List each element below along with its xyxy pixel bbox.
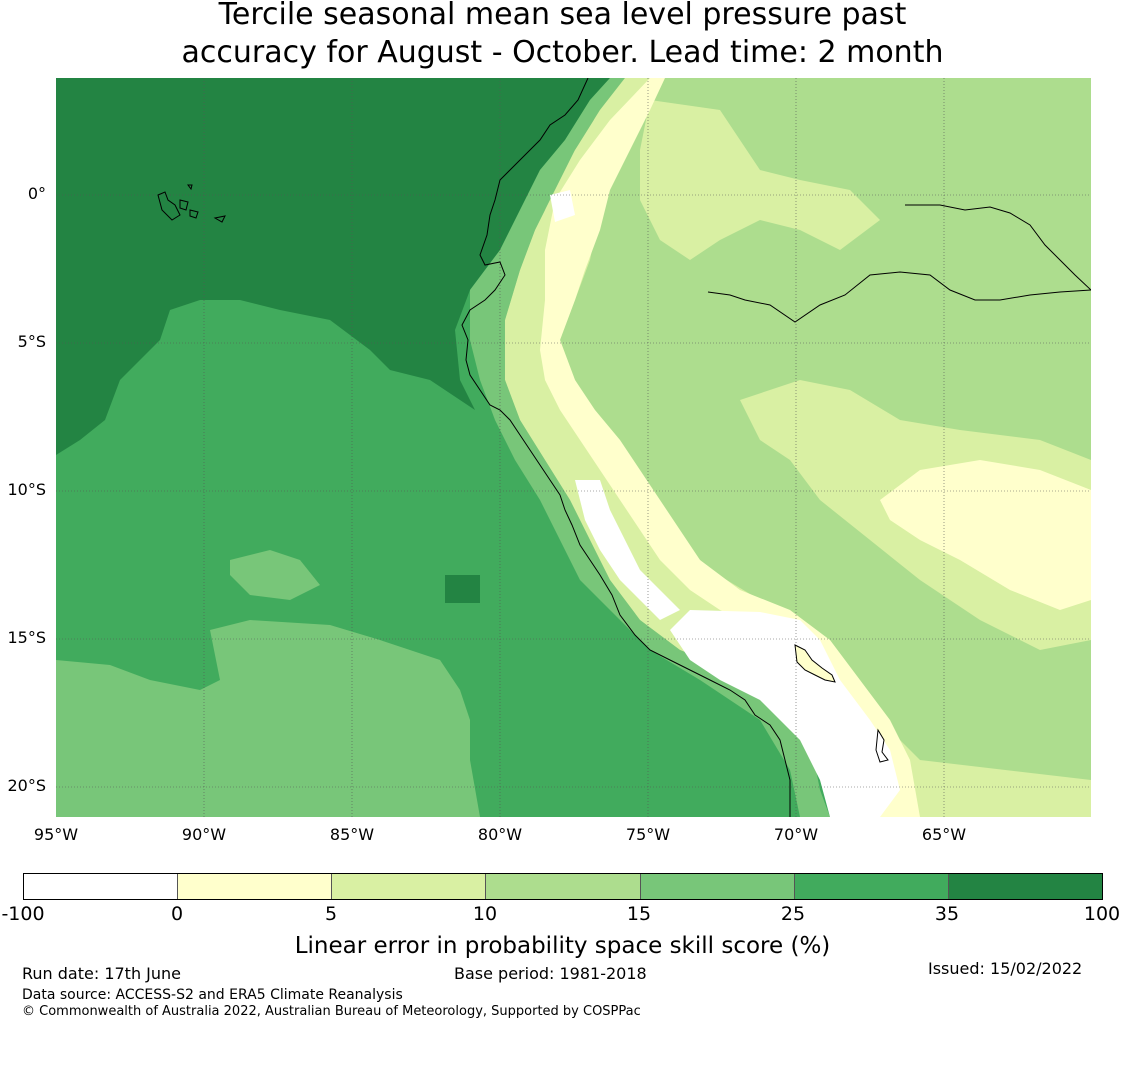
lon-label-95w: 95°W <box>33 825 79 844</box>
field-region-sw <box>56 620 480 817</box>
lon-label-90w: 90°W <box>181 825 227 844</box>
lat-label-10s: 10°S <box>7 480 46 499</box>
field-region-negative-3 <box>550 190 575 222</box>
lat-label-5s: 5°S <box>17 332 46 351</box>
colorbar-segment-3 <box>332 874 487 899</box>
lake-titicaca <box>794 644 836 683</box>
colorbar-segment-7 <box>948 874 1102 899</box>
colorbar-tick-label: 10 <box>472 903 498 925</box>
colorbar-tick-label: 25 <box>780 903 806 925</box>
colorbar-segment-4 <box>486 874 641 899</box>
colorbar <box>23 873 1103 900</box>
lon-label-65w: 65°W <box>921 825 967 844</box>
colorbar-segment-5 <box>640 874 795 899</box>
field-region-east-0 <box>880 460 1091 610</box>
amazon-river <box>905 204 1091 291</box>
lon-label-70w: 70°W <box>773 825 819 844</box>
colorbar-tick-label: 0 <box>170 903 184 925</box>
data-source: Data source: ACCESS-S2 and ERA5 Climate … <box>22 987 403 1003</box>
colorbar-tick-label: 15 <box>626 903 652 925</box>
map-title-line-1: Tercile seasonal mean sea level pressure… <box>218 0 907 32</box>
field-region-negative-2 <box>575 480 680 620</box>
colorbar-tick-label: -100 <box>1 903 45 925</box>
field-patch-dark <box>445 575 480 603</box>
field-region-mid-west <box>230 550 320 600</box>
skill-score-map <box>56 78 1091 817</box>
colorbar-segment-6 <box>794 874 949 899</box>
colorbar-tick-label: 35 <box>934 903 960 925</box>
field-region-negative <box>670 610 900 817</box>
field-region-coastal-15 <box>470 78 830 817</box>
lat-label-15s: 15°S <box>7 628 46 647</box>
field-region-dark-nw <box>56 78 610 455</box>
field-region-north-5 <box>640 100 880 260</box>
galapagos-islands <box>157 184 226 223</box>
colorbar-segment-2 <box>178 874 333 899</box>
issued-date: Issued: 15/02/2022 <box>928 959 1083 978</box>
maranon-river <box>707 271 1091 323</box>
colorbar-tick-label: 5 <box>324 903 338 925</box>
colorbar-segment-1 <box>24 874 179 899</box>
lat-label-20s: 20°S <box>7 776 46 795</box>
coastline <box>461 78 791 817</box>
colorbar-label: Linear error in probability space skill … <box>294 933 831 959</box>
lat-label-0: 0° <box>27 184 46 203</box>
map-title-line-2: accuracy for August - October. Lead time… <box>181 35 944 70</box>
lon-label-85w: 85°W <box>329 825 375 844</box>
skill-field <box>56 78 1091 817</box>
lon-label-80w: 80°W <box>477 825 523 844</box>
copyright: © Commonwealth of Australia 2022, Austra… <box>22 1004 641 1019</box>
graticule <box>56 78 1091 817</box>
colorbar-tick-label: 100 <box>1083 903 1121 925</box>
run-date: Run date: 17th June <box>22 964 182 983</box>
lake-poopo <box>875 728 889 763</box>
lon-label-75w: 75°W <box>625 825 671 844</box>
base-period: Base period: 1981-2018 <box>454 964 647 983</box>
